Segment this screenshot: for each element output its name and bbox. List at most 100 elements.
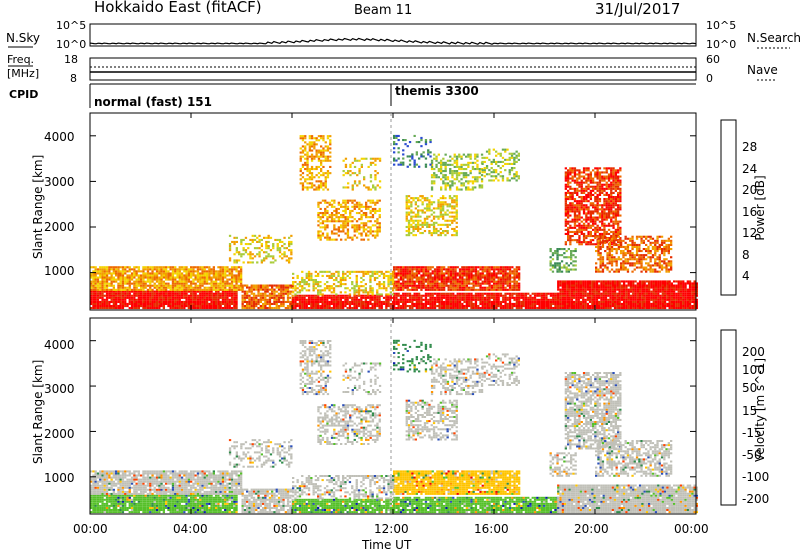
power-cell (415, 270, 418, 273)
power-cell (228, 272, 231, 275)
power-cell (342, 283, 345, 286)
power-cell (421, 197, 424, 200)
power-cell (675, 302, 678, 305)
power-cell (219, 284, 222, 287)
power-cell (212, 288, 215, 291)
power-cell (604, 290, 608, 293)
power-cell (301, 302, 304, 305)
power-cell (230, 272, 234, 275)
power-cell (142, 272, 145, 275)
power-cell (443, 266, 446, 269)
power-cell (402, 268, 405, 271)
power-cell (661, 296, 664, 299)
power-cell (144, 294, 147, 297)
power-cell (393, 268, 396, 271)
power-cell (445, 305, 448, 308)
power-cell (543, 305, 546, 308)
power-cell (128, 294, 131, 297)
power-cell (326, 147, 330, 150)
power-cell (185, 290, 188, 293)
power-cell (124, 282, 127, 285)
power-cell (695, 282, 698, 285)
power-cell (424, 278, 428, 281)
power-cell (518, 302, 521, 305)
power-cell (582, 300, 585, 303)
power-cell (266, 288, 269, 291)
power-cell (623, 290, 626, 293)
power-cell (488, 274, 491, 277)
power-cell (346, 296, 349, 299)
power-cell (431, 286, 434, 289)
power-cell (203, 266, 206, 269)
power-cell (609, 288, 612, 291)
power-cell (194, 307, 197, 310)
power-cell (552, 302, 555, 305)
power-cell (691, 286, 694, 289)
power-cell (94, 296, 97, 299)
power-cell (422, 276, 425, 279)
power-cell (324, 157, 327, 160)
power-cell (180, 302, 184, 305)
power-cell (146, 274, 150, 277)
power-cell (126, 305, 129, 308)
power-cell (584, 280, 587, 283)
power-cell (342, 302, 345, 305)
power-cell (171, 266, 175, 269)
power-cell (167, 294, 170, 297)
power-cell (92, 300, 95, 303)
power-cell (228, 302, 231, 305)
power-cell (96, 270, 100, 273)
power-cell (332, 283, 336, 286)
power-cell (432, 230, 436, 233)
power-cell (203, 292, 206, 295)
power-cell (162, 270, 165, 273)
power-cell (314, 279, 317, 282)
power-cell (412, 230, 415, 233)
power-cell (670, 298, 673, 301)
power-cell (264, 290, 267, 293)
power-cell (570, 282, 574, 285)
power-cell (167, 266, 170, 269)
power-cell (499, 276, 503, 279)
power-cell (602, 298, 605, 301)
power-cell (447, 284, 450, 287)
power-cell (654, 284, 658, 287)
power-cell (321, 220, 325, 223)
power-cell (414, 201, 417, 204)
power-cell (376, 305, 379, 308)
power-cell (358, 207, 361, 210)
power-cell (407, 219, 411, 222)
power-cell (94, 300, 97, 303)
power-cell (443, 296, 446, 299)
power-cell (121, 270, 125, 273)
power-cell (158, 290, 161, 293)
power-cell (119, 288, 122, 291)
power-cell (94, 268, 97, 271)
power-cell (474, 305, 478, 308)
power-cell (162, 286, 165, 289)
power-cell (433, 278, 437, 281)
power-cell (508, 268, 512, 271)
power-cell (194, 286, 197, 289)
power-cell (301, 172, 305, 175)
power-cell (296, 298, 299, 301)
power-cell (426, 205, 429, 208)
power-cell (90, 272, 93, 275)
power-cell (659, 284, 662, 287)
power-cell (452, 294, 455, 297)
power-cell (554, 300, 557, 303)
power-cell (92, 298, 95, 301)
power-cell (380, 294, 383, 297)
power-cell (133, 268, 136, 271)
power-cell (661, 292, 664, 295)
power-cell (121, 298, 125, 301)
power-cell (252, 302, 256, 305)
power-cell (652, 292, 655, 295)
power-cell (415, 296, 418, 299)
power-cell (423, 221, 427, 224)
power-cell (135, 288, 138, 291)
power-cell (604, 300, 608, 303)
power-cell (121, 278, 125, 281)
power-cell (445, 284, 448, 287)
power-cell (429, 272, 432, 275)
